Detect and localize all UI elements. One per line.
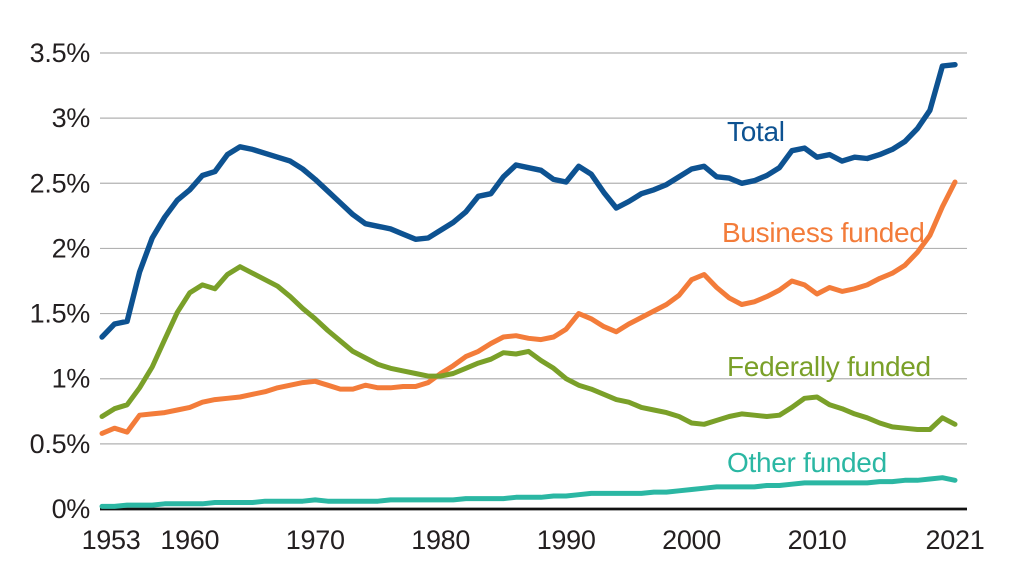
series-line-federally-funded (99, 264, 958, 432)
series-line-business-funded (99, 179, 958, 436)
series-label-other-funded: Other funded (727, 447, 887, 478)
x-tick-label: 1960 (160, 525, 219, 555)
series-line-other-funded (99, 475, 958, 509)
series-label-business-funded: Business funded (722, 217, 925, 248)
x-tick-label: 2000 (662, 525, 721, 555)
x-tick-label: 2021 (926, 525, 985, 555)
x-tick-label: 1980 (411, 525, 470, 555)
y-tick-label: 1.5% (30, 299, 91, 329)
series-label-federally-funded: Federally funded (727, 351, 931, 382)
y-tick-label: 0.5% (30, 429, 91, 459)
series-label-total: Total (727, 116, 785, 147)
x-tick-label: 1970 (286, 525, 345, 555)
y-tick-label: 2.5% (30, 168, 91, 198)
y-tick-label: 3% (52, 103, 91, 133)
y-tick-label: 3.5% (30, 38, 91, 68)
y-tick-label: 2% (52, 233, 91, 263)
x-tick-label: 1990 (537, 525, 596, 555)
x-tick-label: 2010 (788, 525, 847, 555)
x-tick-label: 1953 (82, 525, 141, 555)
y-tick-label: 1% (52, 364, 91, 394)
series-line-total (99, 61, 958, 340)
y-tick-label: 0% (52, 494, 91, 524)
